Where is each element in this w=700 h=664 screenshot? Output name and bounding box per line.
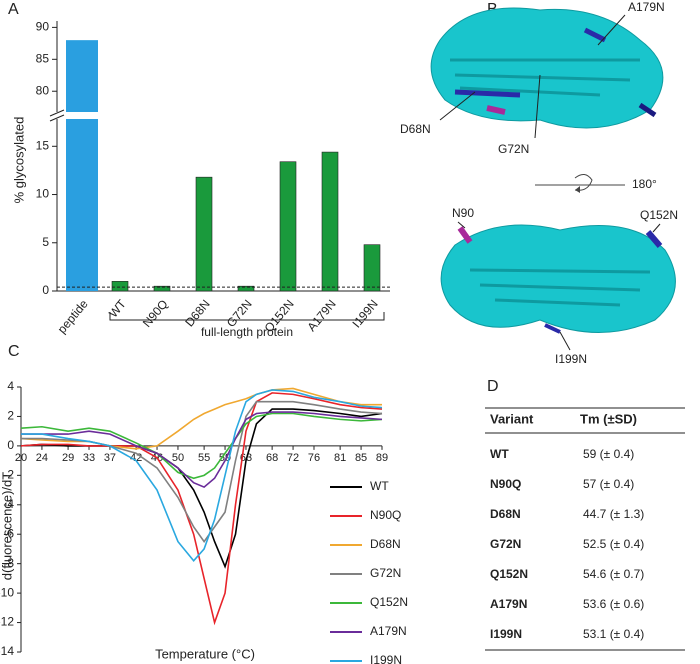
y-tick-label: 10 xyxy=(36,187,50,201)
table-cell: 57 (± 0.4) xyxy=(583,477,634,491)
series-line xyxy=(20,392,383,626)
panel-label: A xyxy=(8,1,19,18)
legend-label: A179N xyxy=(370,624,407,638)
x-tick-label: I199N xyxy=(349,297,380,331)
y-tick-label: -14 xyxy=(0,644,14,658)
group-bracket xyxy=(109,312,385,321)
y-tick-label: 90 xyxy=(36,20,50,34)
legend-label: D68N xyxy=(370,537,401,551)
axis-break xyxy=(49,109,65,117)
table-cell: 53.6 (± 0.6) xyxy=(583,597,644,611)
group-label: full-length protein xyxy=(201,325,293,339)
x-tick-label: 89 xyxy=(376,452,388,464)
table-cell: I199N xyxy=(490,627,522,641)
bar xyxy=(153,285,171,292)
x-tick-label: 76 xyxy=(308,452,320,464)
y-tick-label: 85 xyxy=(36,51,50,65)
y-tick-label: 80 xyxy=(36,83,50,97)
table-cell: 53.1 (± 0.4) xyxy=(583,627,644,641)
axis-break xyxy=(49,114,65,122)
series-line xyxy=(21,400,383,543)
y-tick-label: -8 xyxy=(3,556,14,570)
table-cell: D68N xyxy=(490,507,521,521)
structure-label: D68N xyxy=(400,122,431,136)
structure-label: A179N xyxy=(628,0,665,14)
table-cell: 54.6 (± 0.7) xyxy=(583,567,644,581)
protein-structure-top xyxy=(430,7,664,139)
table-cell: A179N xyxy=(490,597,527,611)
bar xyxy=(66,40,98,112)
table-cell: Q152N xyxy=(490,567,528,581)
x-tick-label: 72 xyxy=(287,452,299,464)
y-tick-label: -6 xyxy=(3,526,14,540)
structure-label: N90 xyxy=(452,206,474,220)
y-axis-label: d(fluorescence)/dT xyxy=(0,472,14,580)
x-tick-label: WT xyxy=(106,296,129,320)
bar xyxy=(66,119,98,291)
x-tick-label: 20 xyxy=(15,452,27,464)
panel-label: D xyxy=(487,378,499,395)
table-header: Tm (±SD) xyxy=(580,411,637,426)
x-tick-label: 55 xyxy=(198,452,210,464)
structure-label: G72N xyxy=(498,142,529,156)
rotation-label: 180° xyxy=(632,177,657,191)
x-tick-label: 37 xyxy=(104,452,116,464)
bar xyxy=(279,161,297,292)
bar xyxy=(321,151,339,292)
x-axis-label: Temperature (°C) xyxy=(155,646,255,661)
legend-label: Q152N xyxy=(370,595,408,609)
rotation-arrow xyxy=(535,174,625,193)
legend-label: I199N xyxy=(370,653,402,664)
series-line xyxy=(21,411,383,489)
y-tick-label: -4 xyxy=(3,497,14,511)
x-tick-label: 33 xyxy=(83,452,95,464)
x-tick-label: 81 xyxy=(334,452,346,464)
y-tick-label: 5 xyxy=(42,235,49,249)
y-tick-label: -2 xyxy=(3,468,14,482)
panel-label: C xyxy=(8,343,20,360)
x-tick-label: 29 xyxy=(62,452,74,464)
bar xyxy=(363,244,381,292)
legend-label: N90Q xyxy=(370,508,401,522)
y-tick-label: 2 xyxy=(7,409,14,423)
table-cell: 44.7 (± 1.3) xyxy=(583,507,644,521)
x-tick-label: 85 xyxy=(355,452,367,464)
x-tick-label: 50 xyxy=(172,452,184,464)
x-tick-label: peptide xyxy=(55,297,91,336)
table-header: Variant xyxy=(490,411,534,426)
y-tick-label: -10 xyxy=(0,585,14,599)
bar xyxy=(111,281,129,292)
y-tick-label: 4 xyxy=(7,379,14,393)
y-tick-label: 0 xyxy=(7,438,14,452)
structure-label: I199N xyxy=(555,352,587,366)
table-cell: WT xyxy=(490,447,509,461)
series-line xyxy=(20,412,383,480)
table-cell: N90Q xyxy=(490,477,521,491)
table-cell: G72N xyxy=(490,537,521,551)
x-tick-label: 68 xyxy=(266,452,278,464)
y-tick-label: -12 xyxy=(0,615,14,629)
structure-label: Q152N xyxy=(640,208,678,222)
x-tick-label: A179N xyxy=(304,297,338,334)
legend-label: WT xyxy=(370,479,389,493)
table-cell: 59 (± 0.4) xyxy=(583,447,634,461)
x-tick-label: 24 xyxy=(36,452,48,464)
y-tick-label: 15 xyxy=(36,138,50,152)
bar xyxy=(237,285,255,292)
bar xyxy=(195,176,213,292)
table-cell: 52.5 (± 0.4) xyxy=(583,537,644,551)
protein-structure-bottom xyxy=(440,221,676,351)
y-axis-label: % glycosylated xyxy=(11,117,26,204)
legend-label: G72N xyxy=(370,566,401,580)
y-tick-label: 0 xyxy=(42,283,49,297)
x-tick-label: N90Q xyxy=(140,297,171,330)
series-line xyxy=(21,389,383,562)
